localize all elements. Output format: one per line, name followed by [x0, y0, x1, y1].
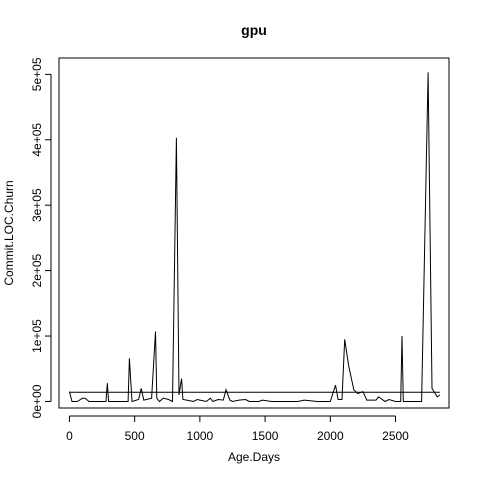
y-tick-label: 5e+05 [30, 57, 44, 91]
y-tick-label: 0e+00 [30, 384, 44, 418]
x-tick-label: 2500 [382, 429, 409, 443]
y-tick-label: 3e+05 [30, 188, 44, 222]
x-tick-label: 1500 [252, 429, 279, 443]
y-axis: 0e+00 1e+05 2e+05 3e+05 4e+05 5e+05 [30, 57, 52, 418]
y-tick-label: 1e+05 [30, 319, 44, 353]
x-axis-label: Age.Days [228, 450, 280, 464]
x-tick-label: 500 [125, 429, 145, 443]
series-line [68, 72, 441, 403]
y-tick-label: 4e+05 [30, 123, 44, 157]
plot-area [68, 72, 441, 403]
x-tick-label: 2000 [317, 429, 344, 443]
x-tick-label: 1000 [187, 429, 214, 443]
chart-title: gpu [241, 22, 267, 38]
plot-frame [58, 57, 450, 409]
y-axis-label: Commit.LOC.Churn [2, 180, 16, 285]
x-tick-label: 0 [66, 429, 73, 443]
x-axis: 0 500 1000 1500 2000 2500 [66, 415, 409, 443]
y-tick-label: 2e+05 [30, 253, 44, 287]
